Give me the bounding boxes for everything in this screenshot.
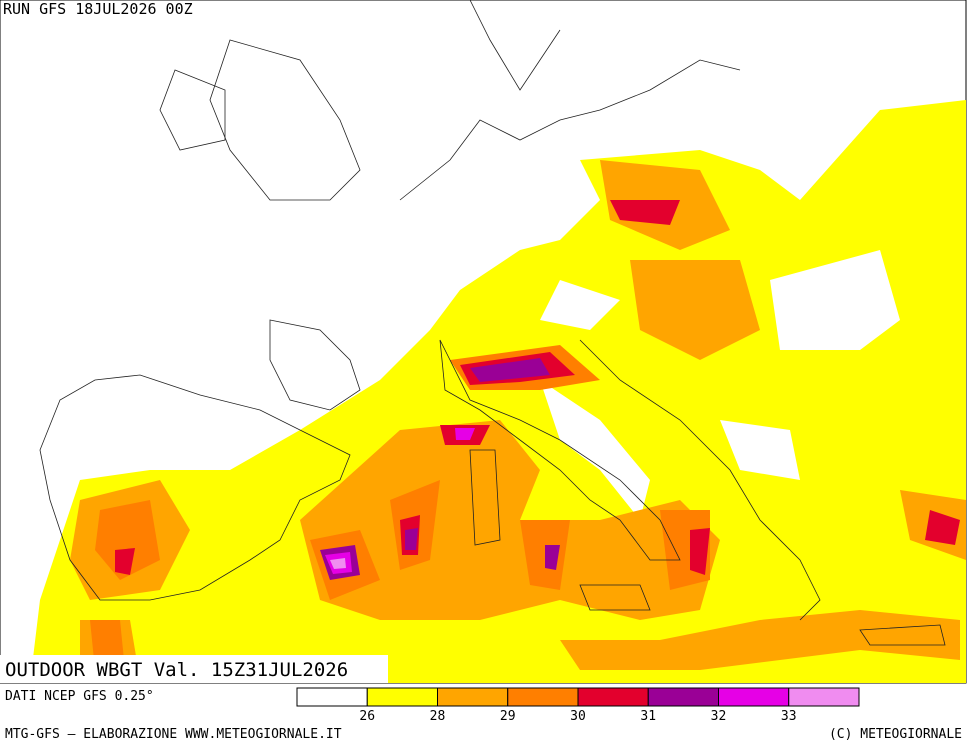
heat-area [330,558,346,569]
footer-right: (C) METEOGIORNALE [829,727,962,742]
footer-left: MTG-GFS — ELABORAZIONE WWW.METEOGIORNALE… [5,727,342,742]
colorbar-label: 28 [430,709,446,724]
colorbar-box [647,687,719,707]
heat-area [90,345,710,670]
map-title: OUTDOOR WBGT Val. 15Z31JUL2026 [5,659,348,681]
colorbar-label: 30 [570,709,586,724]
data-source: DATI NCEP GFS 0.25° [5,689,154,704]
colorbar-box [718,687,790,707]
heat-area [70,160,966,680]
colorbar-label: 31 [640,709,656,724]
colorbar-box [788,687,860,707]
colorbar-box [507,687,579,707]
colorbar-label: 29 [500,709,516,724]
run-label: RUN GFS 18JUL2026 00Z [3,0,193,18]
map: RUN GFS 18JUL2026 00Z OUTDOOR WBGT Val. … [0,0,967,684]
colorbar-box [296,687,368,707]
heat-field [30,100,966,683]
colorbar-label: 32 [711,709,727,724]
title-box [0,655,388,683]
heat-area [460,250,900,560]
coastlines [39,0,946,646]
colorbar-box [577,687,649,707]
heat-area [30,100,966,683]
colorbar-box [366,687,438,707]
colorbar: 26 28 29 30 31 32 33 [296,687,860,724]
colorbar-box [437,687,509,707]
colorbar-label: 33 [781,709,797,724]
colorbar-label: 26 [359,709,375,724]
